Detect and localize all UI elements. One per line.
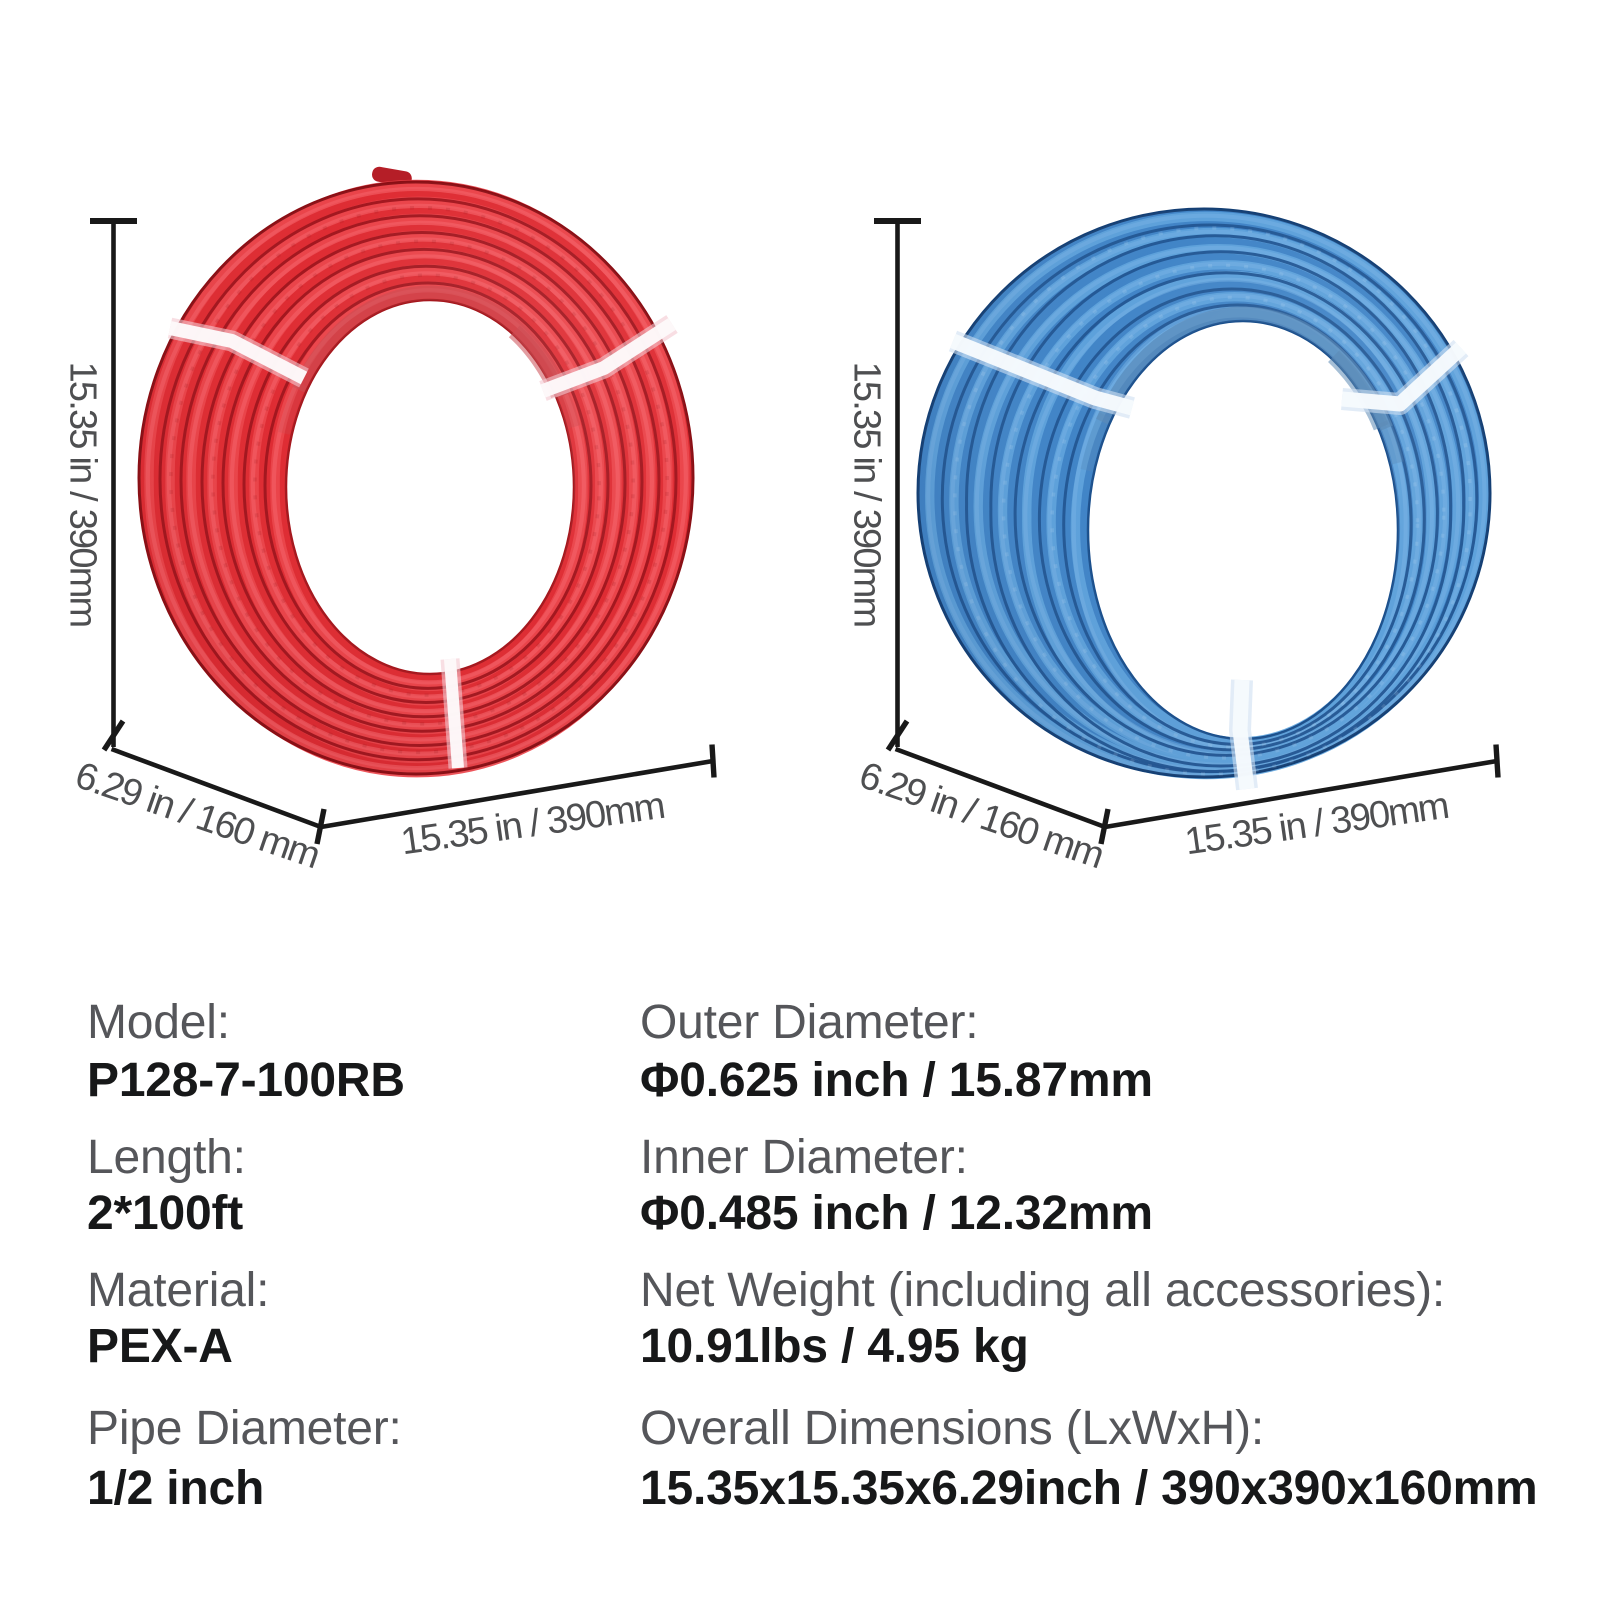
svg-text:15.35 in / 390mm: 15.35 in / 390mm	[1182, 785, 1450, 863]
svg-text:15.35 in / 390mm: 15.35 in / 390mm	[62, 362, 104, 627]
svg-text:15.35 in / 390mm: 15.35 in / 390mm	[398, 785, 666, 863]
svg-text:15.35 in / 390mm: 15.35 in / 390mm	[846, 362, 888, 627]
